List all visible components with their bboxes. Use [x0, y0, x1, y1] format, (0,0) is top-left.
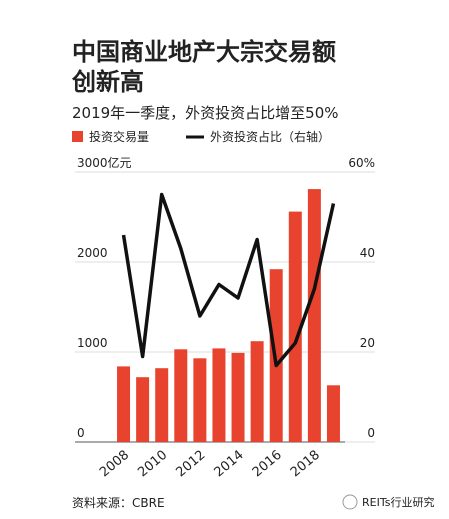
bar: [250, 341, 264, 442]
y2-tick-label: 40: [360, 246, 375, 260]
chart-subtitle: 2019年一季度，外资投资占比增至50%: [72, 104, 339, 122]
legend-swatch: [72, 131, 83, 142]
x-tick-label: 2012: [173, 448, 208, 481]
y-tick-label: 1000: [77, 336, 108, 350]
line: [121, 192, 336, 368]
x-tick-label: 2010: [135, 448, 170, 481]
x-tick-label: 2016: [250, 448, 285, 481]
x-tick-label: 2008: [97, 448, 132, 481]
y-tick-label: 3000亿元: [77, 155, 132, 170]
legend-label: 外资投资占比（右轴）: [210, 129, 330, 144]
bar: [117, 366, 131, 442]
x-tick-label: 2018: [288, 448, 323, 481]
watermark: REITs行业研究: [362, 495, 434, 509]
x-tick-label: 2014: [212, 448, 247, 481]
y2-tick-label: 0: [367, 426, 375, 440]
bar: [326, 385, 340, 442]
bar: [174, 349, 188, 442]
chart-title: 中国商业地产大宗交易额: [72, 38, 336, 66]
y2-tick-label: 20: [360, 336, 375, 350]
bar: [212, 348, 226, 442]
bar: [231, 352, 245, 442]
source: 资料来源：CBRE: [72, 496, 165, 510]
y2-tick-label: 60%: [348, 156, 375, 170]
legend-label: 投资交易量: [89, 129, 149, 144]
bar: [307, 189, 321, 442]
watermark-icon: [342, 494, 358, 510]
chart-title: 创新高: [71, 68, 144, 96]
bar: [193, 358, 207, 442]
y-tick-label: 0: [77, 426, 85, 440]
bar: [136, 377, 150, 442]
y-tick-label: 2000: [77, 246, 108, 260]
bar: [288, 211, 302, 442]
bar: [155, 368, 169, 442]
